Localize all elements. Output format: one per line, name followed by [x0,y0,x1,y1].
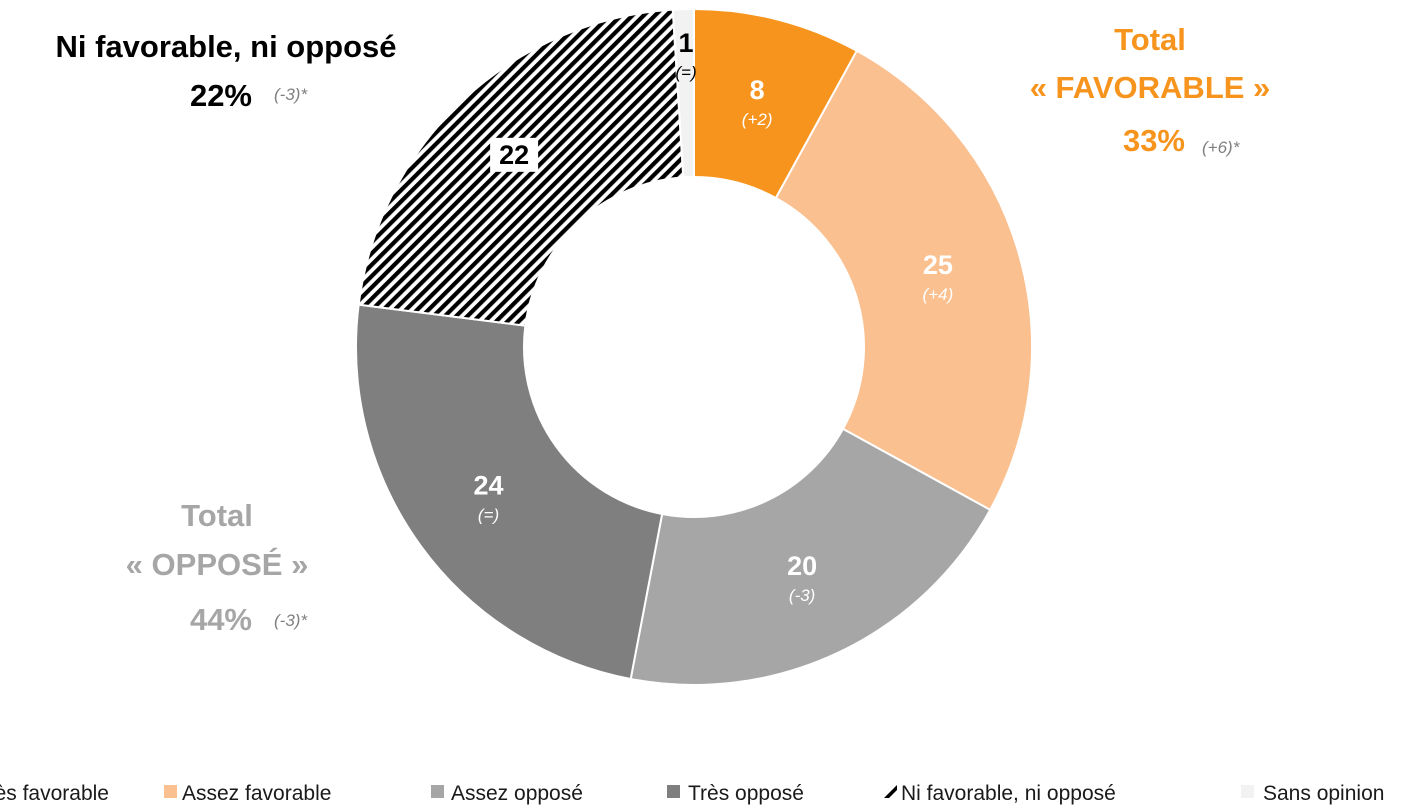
legend-label-ni-favorable-ni-oppose: Ni favorable, ni opposé [901,782,1116,805]
legend-swatch-ni-favorable-ni-oppose [884,785,897,798]
legend-swatch-assez-oppose [431,785,444,798]
annotation-favorable-title-line2: « FAVORABLE » [1030,70,1271,105]
legend-item-ni-favorable-ni-oppose: Ni favorable, ni opposé [884,782,1116,805]
legend-swatch-assez-favorable [164,785,177,798]
legend-item-tres-oppose: Très opposé [667,782,804,805]
slice-value-tres-favorable: 8 [750,75,765,105]
slice-tres-oppose [355,303,664,681]
slice-delta-tres-oppose: (=) [478,505,499,524]
slice-sans-opinion [671,7,695,179]
slice-delta-sans-opinion: (=) [675,63,696,82]
slice-delta-tres-favorable: (+2) [742,110,773,129]
legend-item-sans-opinion: Sans opinion [1241,782,1384,805]
slice-value-sans-opinion: 1 [678,28,693,58]
slice-assez-favorable [774,49,1033,512]
donut-slices [355,7,1033,686]
legend-label-sans-opinion: Sans opinion [1263,782,1384,805]
annotation-total-favorable: Total « FAVORABLE » 33% (+6)* [1030,22,1271,158]
legend-label-assez-favorable: Assez favorable [182,782,331,805]
slice-delta-assez-favorable: (+4) [923,285,954,304]
annotation-favorable-title-line1: Total [1114,22,1186,57]
legend-label-assez-oppose: Assez opposé [451,782,583,805]
slice-labels: 8 (+2) 25 (+4) 20 (-3) 24 (=) 22 1 (=) [473,28,953,605]
annotation-ni-pct: 22% [190,78,252,113]
annotation-total-oppose: Total « OPPOSÉ » 44% (-3)* [126,498,309,637]
annotation-favorable-delta: (+6)* [1202,138,1241,157]
annotation-favorable-pct: 33% [1123,123,1185,158]
legend-item-assez-favorable: Assez favorable [164,782,331,805]
slice-label-bg-ni-favorable-ni-oppose [490,137,539,172]
legend: Très favorable Assez favorable Assez opp… [0,782,1384,805]
legend-swatch-tres-oppose [667,785,680,798]
legend-label-tres-oppose: Très opposé [688,782,804,805]
legend-swatch-sans-opinion [1241,785,1254,798]
annotation-ni-favorable-ni-oppose: Ni favorable, ni opposé 22% (-3)* [55,29,396,113]
slice-value-assez-oppose: 20 [787,551,817,581]
legend-item-tres-favorable: Très favorable [0,782,109,805]
slice-value-ni-favorable-ni-oppose: 22 [499,140,529,170]
slice-assez-oppose [629,427,992,686]
slice-value-assez-favorable: 25 [923,250,953,280]
annotation-oppose-title-line2: « OPPOSÉ » [126,547,309,582]
legend-label-tres-favorable: Très favorable [0,782,109,805]
slice-value-tres-oppose: 24 [473,470,503,500]
annotation-oppose-pct: 44% [190,602,252,637]
annotation-oppose-delta: (-3)* [274,611,308,630]
slice-delta-assez-oppose: (-3) [789,586,815,605]
annotation-oppose-title-line1: Total [181,498,253,533]
annotation-ni-title: Ni favorable, ni opposé [55,29,396,64]
annotation-ni-delta: (-3)* [274,85,308,104]
legend-item-assez-oppose: Assez opposé [431,782,583,805]
